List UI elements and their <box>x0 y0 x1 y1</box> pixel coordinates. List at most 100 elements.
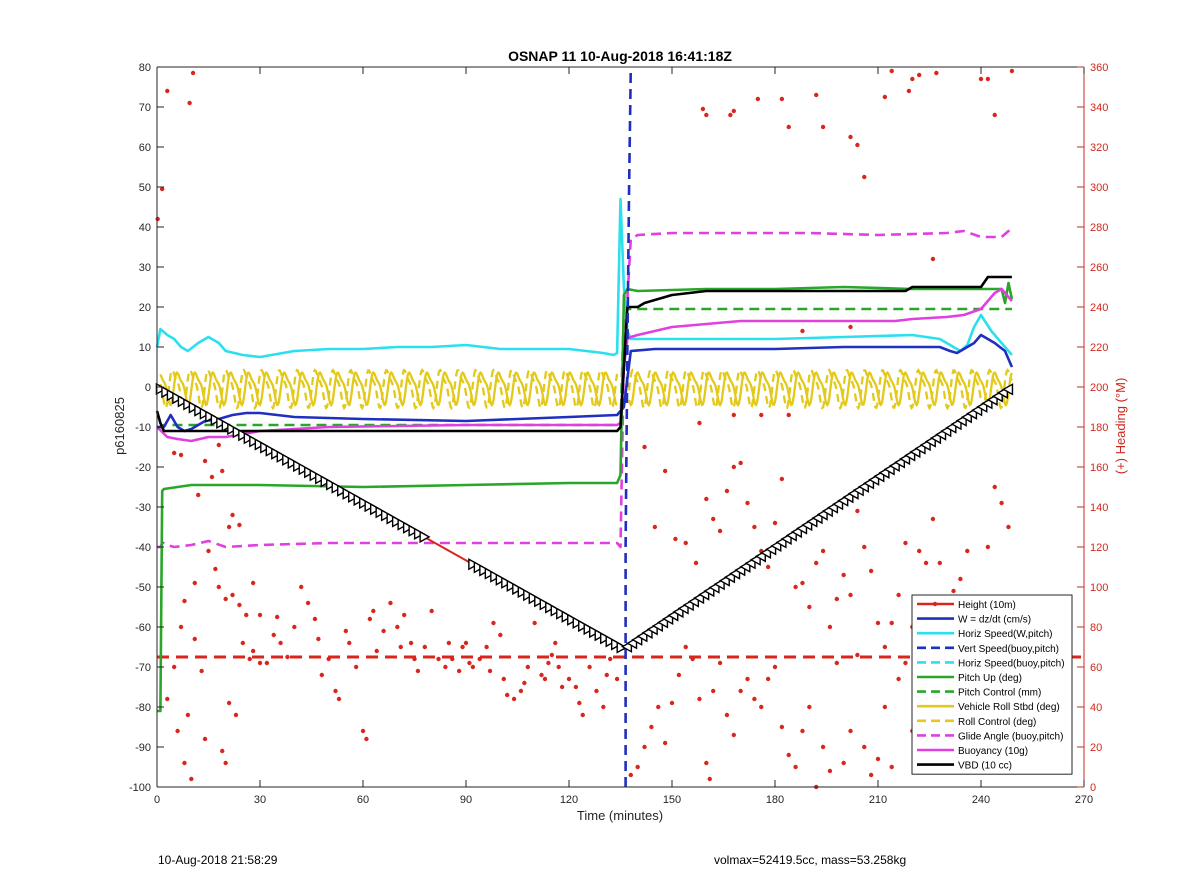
height-marker <box>490 570 502 583</box>
heading-point <box>728 112 733 118</box>
heading-point <box>855 652 860 658</box>
heading-point <box>786 124 791 130</box>
height-marker <box>468 558 480 571</box>
height-marker <box>210 413 222 426</box>
heading-point <box>347 640 352 646</box>
heading-point <box>862 544 867 550</box>
heading-point <box>182 760 187 766</box>
heading-point <box>862 744 867 750</box>
height-marker <box>501 576 513 589</box>
heading-point <box>244 612 249 618</box>
height-marker <box>238 428 250 442</box>
height-marker <box>578 619 590 633</box>
heading-point <box>704 112 709 118</box>
heading-point <box>333 688 338 694</box>
heading-point <box>360 728 366 734</box>
y-tick-label: -60 <box>135 622 151 634</box>
heading-point <box>965 548 970 554</box>
heading-point <box>580 712 585 718</box>
chart-title: OSNAP 11 10-Aug-2018 16:41:18Z <box>508 48 732 64</box>
heading-point <box>443 664 448 670</box>
height-marker <box>320 475 332 488</box>
heading-point <box>800 728 805 734</box>
height-marker <box>183 398 195 411</box>
height-marker <box>616 641 628 654</box>
heading-point <box>456 668 462 674</box>
height-marker <box>561 610 573 623</box>
heading-point <box>220 748 225 754</box>
heading-point <box>793 764 798 770</box>
heading-point <box>463 640 469 646</box>
height-marker <box>512 582 524 596</box>
heading-point <box>573 684 579 690</box>
height-marker <box>484 567 496 580</box>
legend-label: Height (10m) <box>958 600 1016 611</box>
heading-point <box>765 676 771 682</box>
heading-point <box>367 616 373 622</box>
heading-point <box>704 760 709 766</box>
heading-point <box>388 600 393 606</box>
height-marker <box>534 595 546 608</box>
legend-label: Glide Angle (buoy,pitch) <box>958 731 1063 742</box>
heading-point <box>752 696 757 702</box>
legend-label: W = dz/dt (cm/s) <box>958 615 1031 626</box>
heading-point <box>676 672 682 678</box>
heading-point <box>199 668 204 674</box>
heading-point <box>226 524 232 530</box>
heading-point <box>305 600 311 606</box>
heading-point <box>656 704 661 710</box>
heading-point <box>230 592 235 598</box>
height-marker <box>161 385 173 399</box>
y2-tick-label: 220 <box>1090 342 1108 354</box>
heading-point <box>786 412 791 418</box>
heading-point <box>868 568 874 574</box>
y2-tick-label: 100 <box>1090 582 1108 594</box>
heading-point <box>233 712 239 718</box>
series-pitch-up-deg <box>157 281 1014 713</box>
heading-point <box>206 548 211 554</box>
x-tick-label: 210 <box>869 794 887 806</box>
height-marker <box>523 588 535 602</box>
height-marker <box>282 453 294 467</box>
footer-mass-info: volmax=52419.5cc, mass=53.258kg <box>714 853 907 867</box>
y2-tick-label: 60 <box>1090 662 1102 674</box>
heading-point <box>247 656 252 662</box>
heading-point <box>628 772 633 778</box>
heading-point <box>470 664 476 670</box>
heading-point <box>189 776 194 782</box>
heading-point <box>371 608 376 614</box>
legend-label: Roll Control (deg) <box>958 717 1036 728</box>
heading-point <box>171 450 177 456</box>
heading-point <box>165 696 170 702</box>
heading-point <box>159 186 165 192</box>
heading-point <box>182 598 187 604</box>
heading-point <box>649 724 654 730</box>
height-marker <box>227 422 239 436</box>
heading-point <box>930 256 936 262</box>
y2-tick-label: 340 <box>1090 102 1108 114</box>
y-tick-label: 60 <box>139 142 151 154</box>
heading-point <box>937 560 942 566</box>
heading-point <box>917 548 922 554</box>
y-tick-label: -70 <box>135 662 151 674</box>
y-tick-label: 80 <box>139 62 151 74</box>
heading-point <box>398 644 403 650</box>
y-tick-label: 20 <box>139 302 151 314</box>
height-marker <box>517 585 529 599</box>
heading-point <box>171 664 177 670</box>
heading-point <box>896 592 901 598</box>
heading-point <box>717 528 723 534</box>
heading-point <box>402 612 407 618</box>
x-tick-label: 180 <box>766 794 784 806</box>
height-marker <box>155 382 167 396</box>
height-marker <box>369 502 382 516</box>
y-tick-label: 40 <box>139 222 151 234</box>
height-marker <box>495 573 507 586</box>
y-tick-label: -100 <box>129 782 151 794</box>
height-marker <box>342 487 354 500</box>
height-marker <box>386 512 398 525</box>
heading-point <box>683 644 688 650</box>
heading-point <box>697 696 702 702</box>
heading-point <box>896 676 901 682</box>
